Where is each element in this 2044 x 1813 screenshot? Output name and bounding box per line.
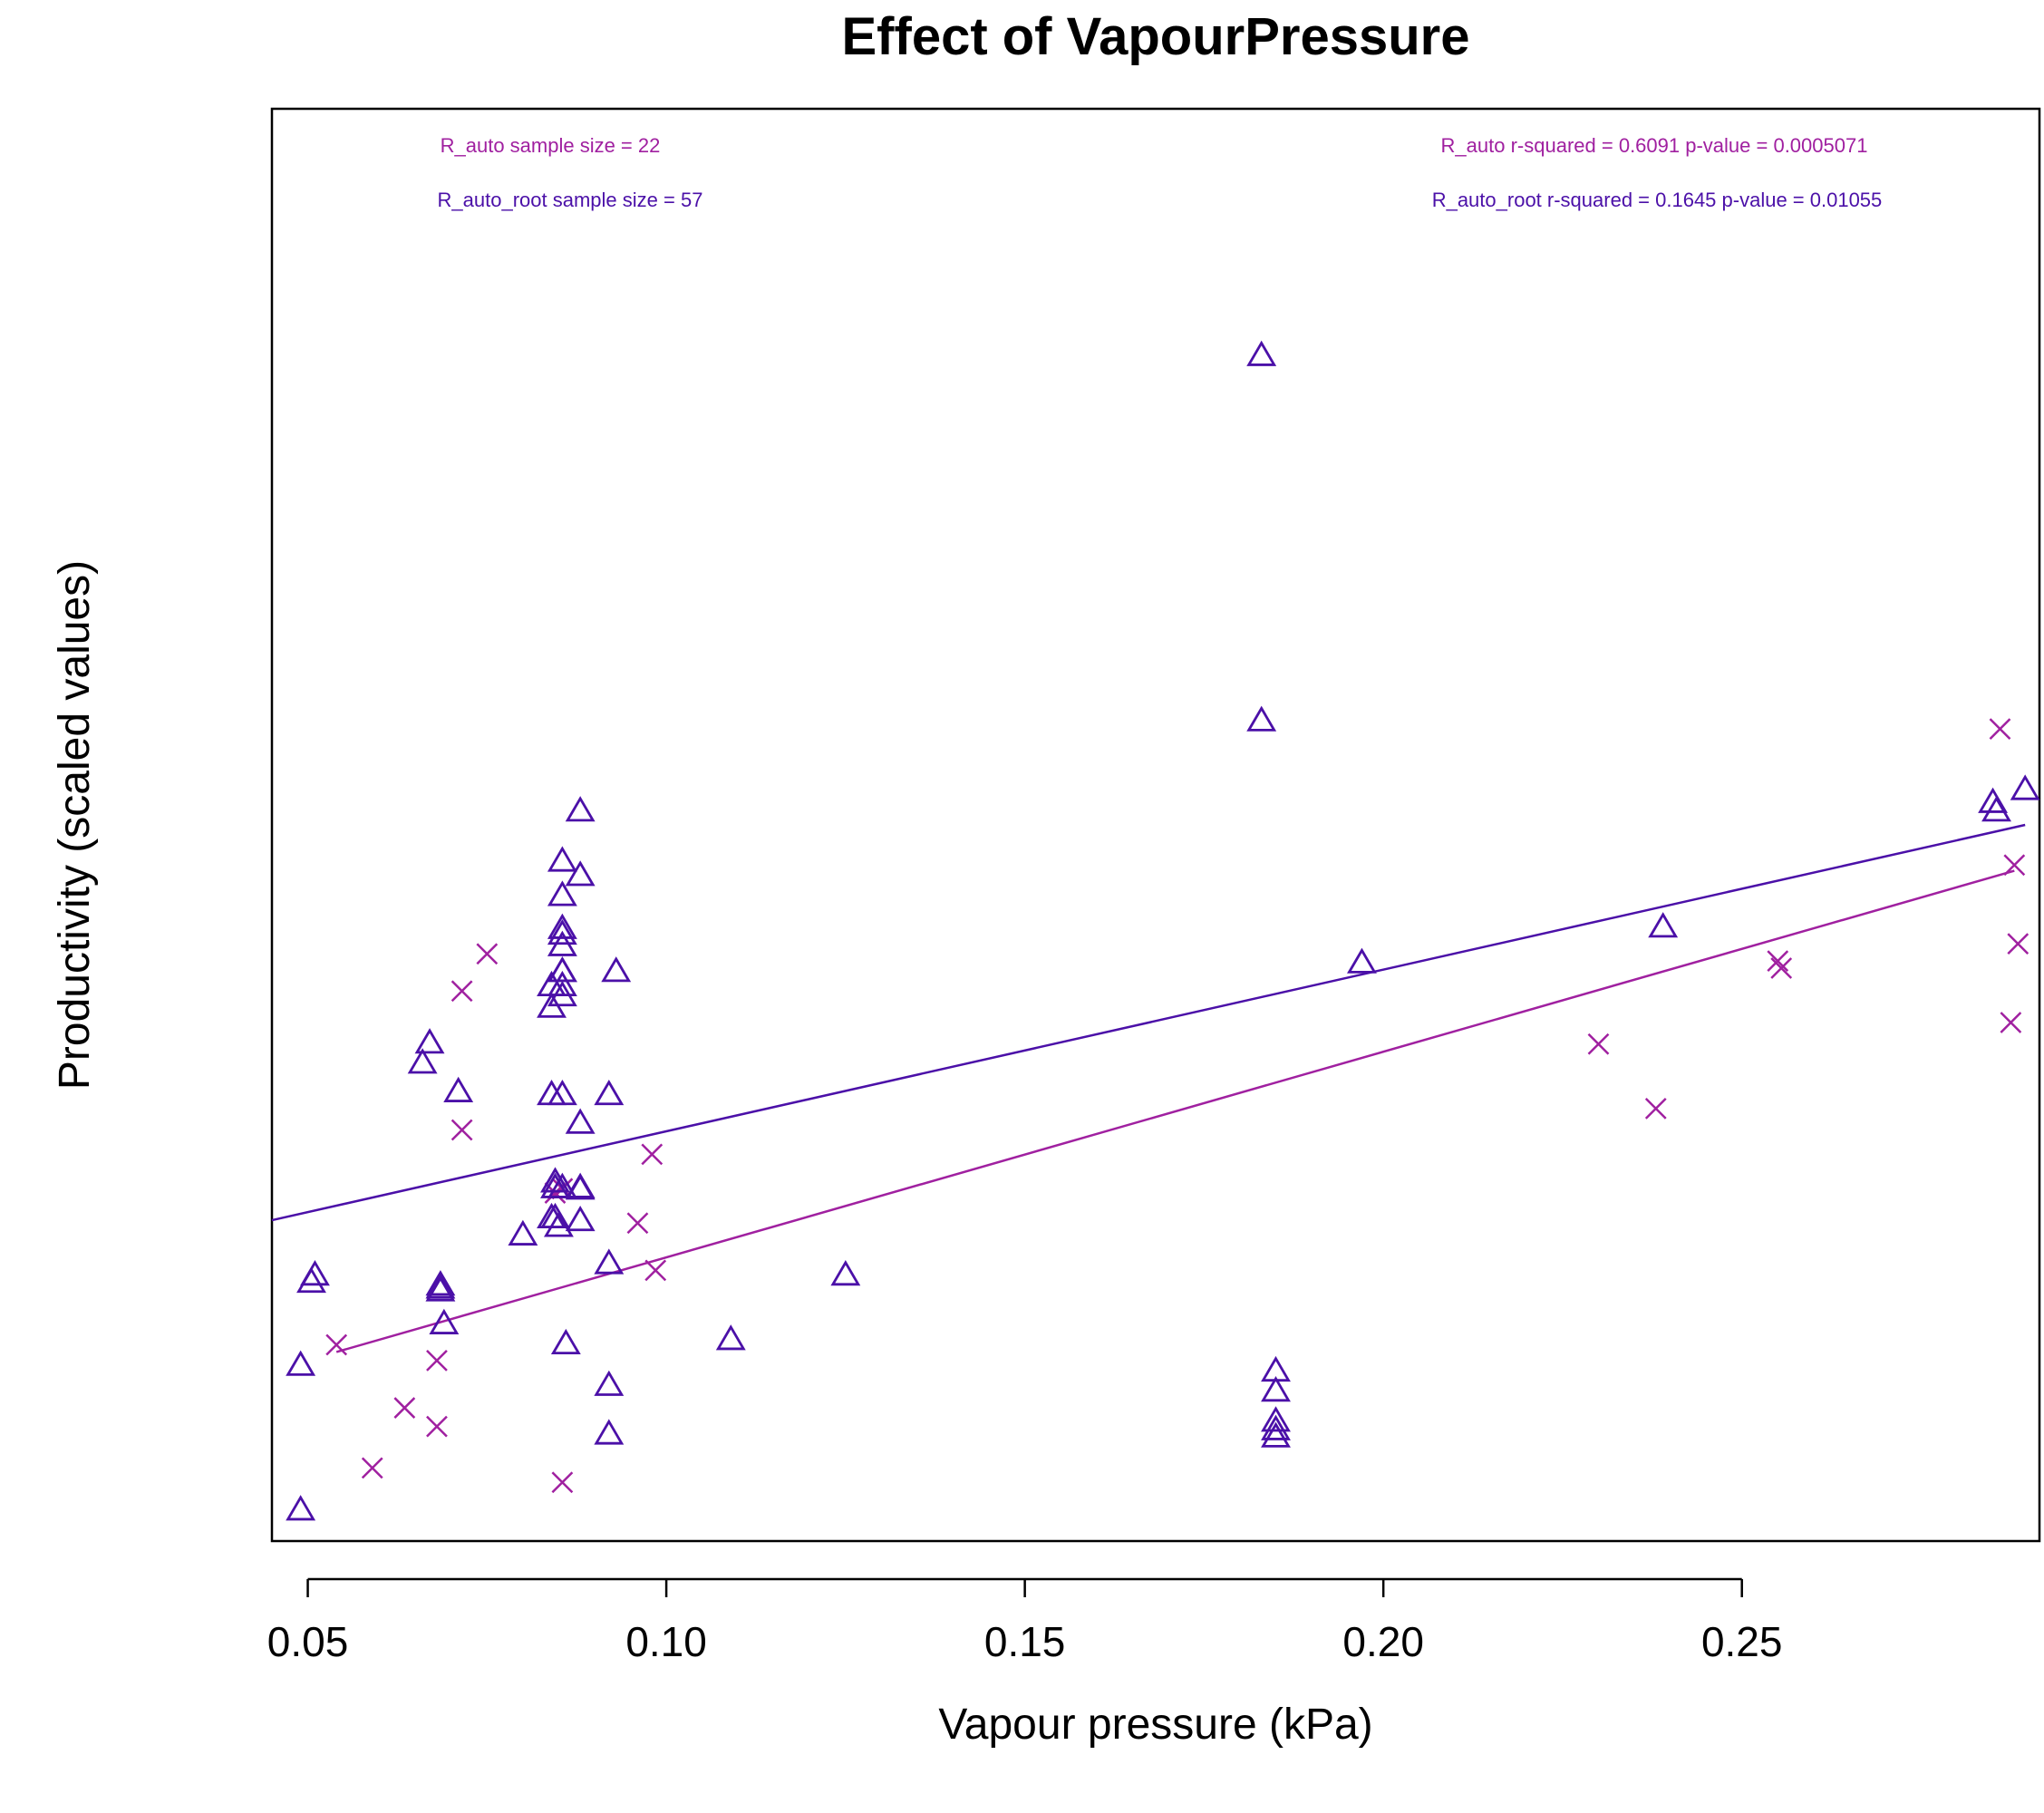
point-r-auto-root — [547, 956, 577, 983]
point-r-auto-root — [1261, 1376, 1291, 1402]
point-r-auto-root — [565, 1108, 596, 1134]
point-r-auto-root — [565, 860, 596, 887]
point-r-auto — [426, 1350, 448, 1372]
point-r-auto — [551, 1471, 574, 1494]
point-r-auto-root — [594, 1248, 625, 1275]
r-auto-root-sample-size: R_auto_root sample size = 57 — [438, 189, 703, 211]
point-r-auto — [1644, 1097, 1667, 1120]
y-axis-label: Productivity (scaled values) — [51, 560, 99, 1090]
x-tick-label: 0.10 — [625, 1618, 707, 1665]
point-r-auto — [1989, 718, 2011, 741]
point-r-auto-root — [425, 1273, 456, 1299]
point-r-auto-root — [547, 919, 577, 945]
point-r-auto-root — [1981, 796, 2011, 822]
point-r-auto-root — [715, 1324, 746, 1351]
point-r-auto — [450, 1119, 473, 1141]
point-r-auto — [2007, 933, 2029, 955]
regression-lines — [271, 823, 2026, 1353]
point-r-auto-root — [407, 1048, 438, 1074]
point-r-auto-root — [565, 1206, 596, 1232]
point-r-auto-root — [508, 1219, 538, 1246]
point-r-auto-root — [1261, 1414, 1291, 1440]
point-r-auto-root — [540, 1202, 570, 1229]
chart-title: Effect of VapourPressure — [842, 7, 1470, 66]
x-axis-label: Vapour pressure (kPa) — [938, 1701, 1372, 1749]
point-r-auto-root — [547, 1172, 577, 1198]
point-r-auto-root — [594, 1370, 625, 1396]
point-r-auto-root — [286, 1350, 316, 1376]
point-r-auto-root — [601, 956, 632, 983]
data-points — [286, 340, 2040, 1521]
fit-line-r-auto — [335, 869, 2015, 1353]
point-r-auto — [644, 1259, 667, 1282]
point-r-auto-root — [300, 1260, 330, 1286]
r-auto-sample-size: R_auto sample size = 22 — [441, 134, 661, 157]
point-r-auto — [1767, 950, 1789, 972]
point-r-auto-root — [2010, 774, 2040, 800]
point-r-auto — [641, 1143, 664, 1166]
point-r-auto-root — [1261, 1421, 1291, 1448]
point-r-auto-root — [1246, 705, 1277, 732]
point-r-auto — [450, 980, 473, 1003]
point-r-auto — [1587, 1033, 1610, 1055]
point-r-auto-root — [547, 846, 577, 872]
point-r-auto-root — [414, 1028, 445, 1054]
point-r-auto-root — [547, 970, 577, 997]
point-r-auto-root — [565, 1172, 596, 1198]
plot-area — [270, 107, 2041, 1543]
point-r-auto — [426, 1415, 448, 1438]
point-r-auto-root — [425, 1275, 456, 1302]
point-r-auto-root — [1246, 340, 1277, 366]
x-tick-label: 0.05 — [267, 1618, 349, 1665]
point-r-auto-root — [1648, 912, 1679, 938]
point-r-auto — [1770, 957, 1793, 979]
point-r-auto-root — [547, 1079, 577, 1106]
point-r-auto — [626, 1212, 649, 1235]
point-r-auto-root — [547, 930, 577, 956]
r-auto-root-statistics: R_auto_root r-squared = 0.1645 p-value =… — [1432, 189, 1883, 211]
point-r-auto-root — [1346, 947, 1377, 974]
point-r-auto-root — [547, 980, 577, 1007]
x-tick-label: 0.15 — [984, 1618, 1066, 1665]
point-r-auto-root — [540, 1167, 570, 1193]
point-r-auto-root — [425, 1270, 456, 1296]
point-r-auto-root — [565, 796, 596, 822]
x-tick-label: 0.20 — [1342, 1618, 1424, 1665]
point-r-auto-root — [286, 1495, 316, 1521]
fit-line-r-auto-root — [271, 823, 2026, 1222]
point-r-auto-root — [594, 1419, 625, 1445]
point-r-auto-root — [547, 913, 577, 939]
x-tick-label: 0.25 — [1701, 1618, 1783, 1665]
point-r-auto-root — [594, 1079, 625, 1106]
point-r-auto — [2000, 1012, 2022, 1033]
point-r-auto-root — [1261, 1406, 1291, 1432]
point-r-auto — [2003, 854, 2026, 877]
point-r-auto-root — [550, 1328, 581, 1355]
x-axis: 0.05 0.10 0.15 0.20 0.25 — [267, 1577, 1783, 1665]
point-r-auto — [476, 943, 499, 965]
r-auto-statistics: R_auto r-squared = 0.6091 p-value = 0.00… — [1441, 134, 1868, 157]
point-r-auto-root — [547, 880, 577, 906]
point-r-auto-root — [429, 1308, 460, 1334]
point-r-auto — [361, 1457, 383, 1479]
point-r-auto-root — [830, 1260, 861, 1286]
point-r-auto — [325, 1333, 348, 1356]
point-r-auto-root — [443, 1076, 474, 1102]
point-r-auto — [393, 1397, 416, 1419]
